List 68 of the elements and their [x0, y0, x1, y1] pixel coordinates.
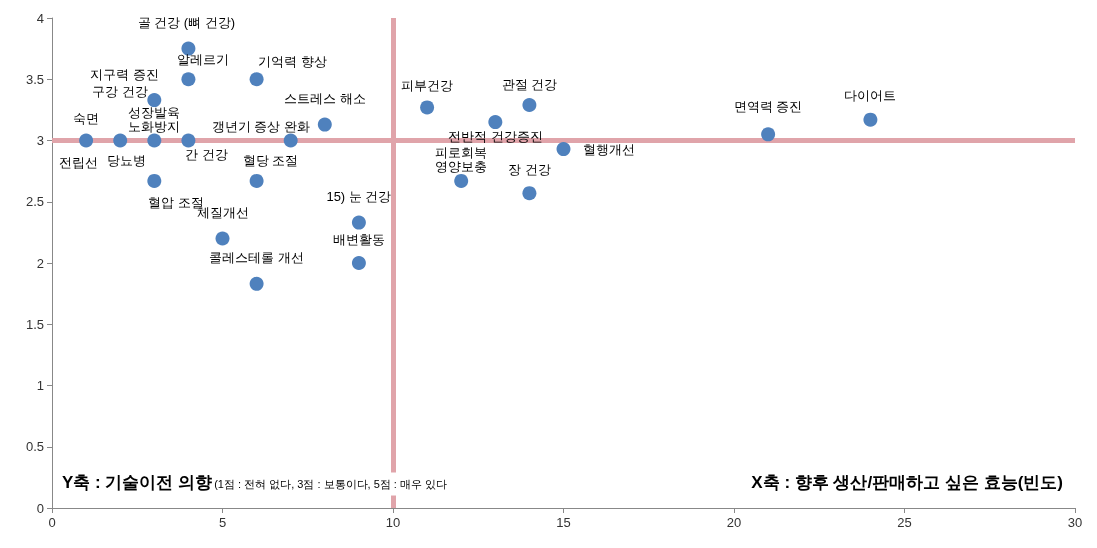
y-tick-label: 1: [36, 378, 44, 393]
x-tick-label: 10: [385, 515, 401, 530]
point: [351, 256, 366, 270]
annotation: 기억력 향상: [258, 53, 327, 69]
point: [181, 72, 196, 87]
annotation: 전립선: [58, 155, 98, 170]
annotation: 전반적 건강증진: [447, 128, 543, 144]
annotation: 콜레스테롤 개선: [209, 250, 304, 266]
annotation: 지구력 증진: [89, 66, 159, 82]
annotation: 15) 눈 건강: [326, 189, 392, 205]
annotation: 당뇨병: [106, 153, 146, 168]
x-tick-label: 15: [556, 515, 571, 530]
annotation: 알레르기: [177, 51, 230, 67]
point: [351, 215, 366, 230]
annotation: 스트레스 해소: [283, 91, 366, 107]
y-tick-label: 1.5: [25, 316, 44, 332]
annotation: 혈행개선: [582, 141, 635, 157]
point: [215, 231, 230, 246]
point: [488, 115, 503, 130]
x-tick-label: 20: [726, 515, 742, 530]
y-tick-label: 0.5: [25, 439, 44, 455]
y-tick-label: 2.5: [25, 194, 44, 210]
x-tick-label: 30: [1067, 515, 1083, 530]
point: [863, 112, 878, 127]
point: [556, 142, 571, 157]
y-tick-label: 3: [36, 133, 44, 148]
annotation: Y축 : 기술이전 의향: [62, 472, 213, 492]
annotation: 피로회복: [435, 145, 488, 161]
x-tick-label: 0: [48, 515, 56, 530]
annotation: 영양보충: [435, 159, 488, 175]
point: [147, 93, 162, 108]
annotation: 피부건강: [401, 77, 454, 93]
point: [454, 173, 469, 188]
point: [147, 173, 162, 188]
x-tick-label: 5: [218, 515, 227, 530]
annotation: 갱년기 증상 완화: [211, 119, 310, 134]
point: [113, 133, 128, 148]
point: [522, 186, 537, 201]
point: [761, 127, 776, 142]
point: [522, 97, 537, 112]
point: [317, 117, 332, 132]
annotation: 면역력 증진: [733, 98, 803, 114]
point: [181, 133, 196, 148]
point: [79, 133, 94, 148]
annotation: 골 건강 (뼈 건강): [137, 15, 236, 31]
annotation: 간 건강: [185, 147, 228, 162]
annotation: 숙면: [73, 111, 100, 126]
y-tick-label: 0: [36, 500, 44, 516]
x-tick-label: 25: [897, 515, 912, 530]
annotation: 노화방지: [128, 119, 181, 134]
annotation: 혈당 조절: [242, 153, 299, 169]
annotation: 배변활동: [332, 231, 385, 247]
point: [249, 173, 264, 188]
annotation: 구강 건강: [92, 83, 149, 99]
y-tick-label: 2: [36, 255, 44, 271]
point: [249, 276, 264, 291]
y-tick-label: 3.5: [25, 71, 44, 87]
annotation: (1점 : 전혀 없다, 3점 : 보통이다, 5점 : 매우 있다: [214, 478, 448, 490]
point: [249, 72, 264, 87]
annotation: 성장발육: [128, 105, 181, 120]
point: [147, 133, 162, 148]
y-tick-label: 4: [36, 10, 44, 26]
annotation: 장 건강: [508, 161, 551, 177]
annotation: X축 : 향후 생산/판매하고 싶은 효능(빈도): [751, 472, 1063, 492]
annotation: 관절 건강: [501, 77, 558, 93]
annotation: 다이어트: [844, 88, 897, 104]
point: [283, 133, 298, 148]
point: [420, 100, 435, 115]
